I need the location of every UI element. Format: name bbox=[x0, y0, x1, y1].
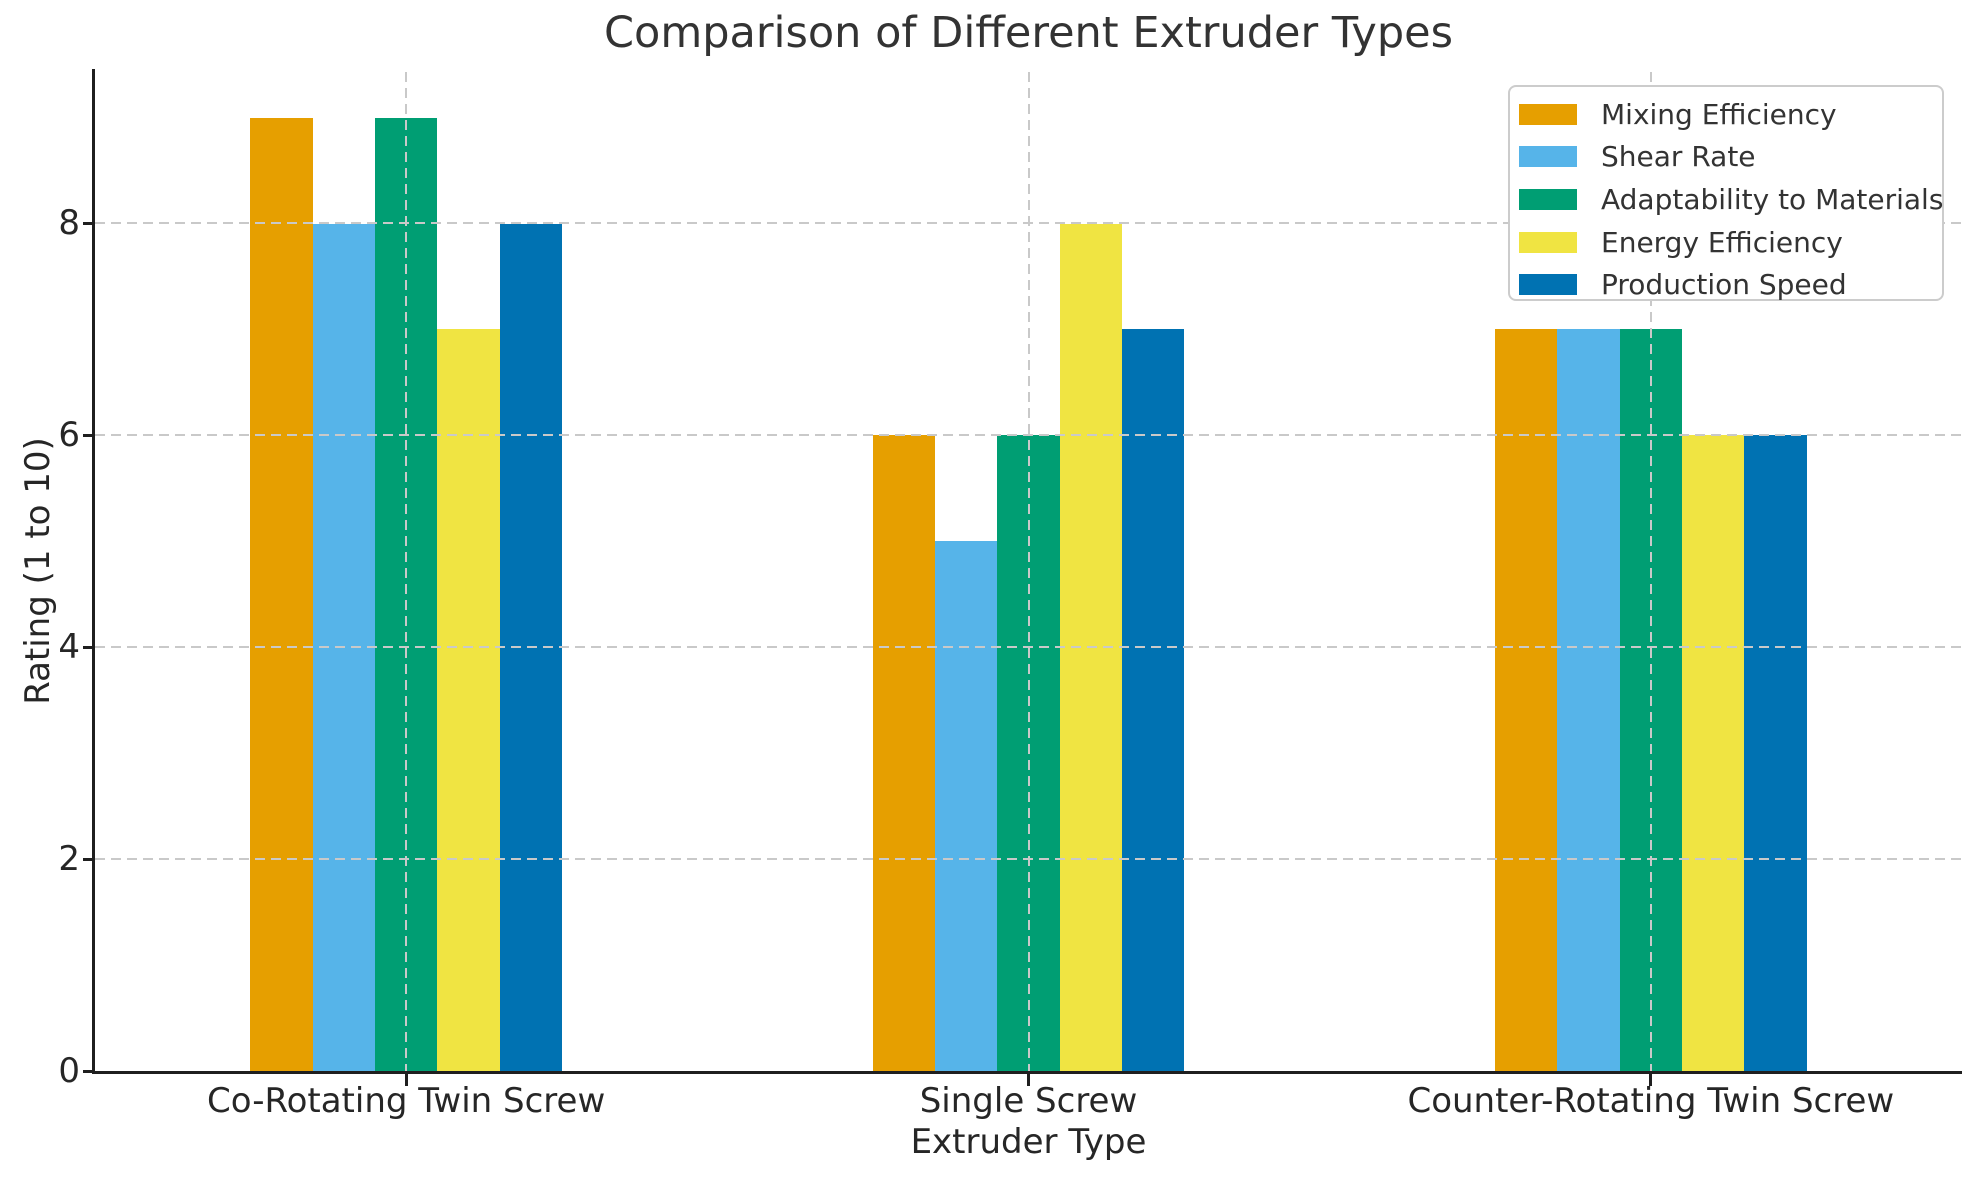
legend-item: Adaptability to Materials bbox=[1510, 178, 1944, 221]
legend-item: Production Speed bbox=[1510, 263, 1942, 306]
plot-area bbox=[95, 72, 1962, 1071]
y-tick-mark bbox=[83, 221, 95, 225]
legend-item: Shear Rate bbox=[1510, 136, 1942, 179]
x-axis-label: Extruder Type bbox=[910, 1122, 1147, 1162]
bar-energy-efficiency bbox=[1682, 435, 1745, 1071]
bar-mixing-efficiency bbox=[1494, 329, 1558, 1071]
x-tick-label: Single Screw bbox=[919, 1081, 1138, 1121]
legend-swatch bbox=[1519, 274, 1577, 296]
v-gridline bbox=[1649, 72, 1652, 1071]
legend-swatch bbox=[1519, 231, 1577, 253]
v-gridline bbox=[1027, 72, 1030, 1071]
bar-production-speed bbox=[1122, 329, 1185, 1071]
x-tick-label: Co-Rotating Twin Screw bbox=[207, 1081, 606, 1121]
y-tick-mark bbox=[83, 857, 95, 861]
legend-item: Energy Efficiency bbox=[1510, 221, 1942, 264]
x-tick-label: Counter-Rotating Twin Screw bbox=[1407, 1081, 1895, 1121]
legend-label: Adaptability to Materials bbox=[1601, 182, 1944, 216]
x-tick-mark bbox=[404, 1074, 408, 1086]
legend-swatch bbox=[1519, 103, 1577, 125]
legend-swatch bbox=[1519, 188, 1577, 210]
bar-production-speed bbox=[1744, 435, 1807, 1071]
x-axis-line bbox=[92, 1071, 1962, 1074]
chart-title: Comparison of Different Extruder Types bbox=[603, 8, 1454, 58]
y-tick-label: 4 bbox=[58, 627, 80, 668]
x-tick-mark bbox=[1027, 1074, 1030, 1086]
legend-label: Energy Efficiency bbox=[1601, 225, 1843, 259]
y-tick-label: 8 bbox=[58, 203, 80, 244]
bar-energy-efficiency bbox=[437, 329, 500, 1071]
legend-swatch bbox=[1519, 146, 1577, 168]
bar-mixing-efficiency bbox=[872, 435, 935, 1071]
legend: Mixing Efficiency Shear Rate Adaptability … bbox=[1508, 85, 1944, 301]
bar-mixing-efficiency bbox=[250, 117, 313, 1071]
y-tick-label: 6 bbox=[58, 415, 80, 456]
bar-shear-rate bbox=[934, 541, 998, 1071]
legend-label: Mixing Efficiency bbox=[1601, 97, 1837, 131]
y-tick-mark bbox=[83, 645, 95, 649]
bar-shear-rate bbox=[1557, 329, 1620, 1071]
y-tick-label: 2 bbox=[58, 839, 80, 880]
y-tick-mark bbox=[83, 1069, 95, 1073]
x-tick-mark bbox=[1649, 1074, 1653, 1086]
y-tick-label: 0 bbox=[58, 1051, 80, 1091]
v-gridline bbox=[405, 72, 408, 1071]
legend-label: Production Speed bbox=[1601, 268, 1847, 302]
legend-label: Shear Rate bbox=[1601, 140, 1756, 174]
legend-item: Mixing Efficiency bbox=[1510, 93, 1942, 136]
y-tick-mark bbox=[83, 433, 95, 437]
y-axis-label-text: Rating (1 to 10) bbox=[18, 437, 58, 705]
y-axis-line bbox=[92, 69, 95, 1074]
